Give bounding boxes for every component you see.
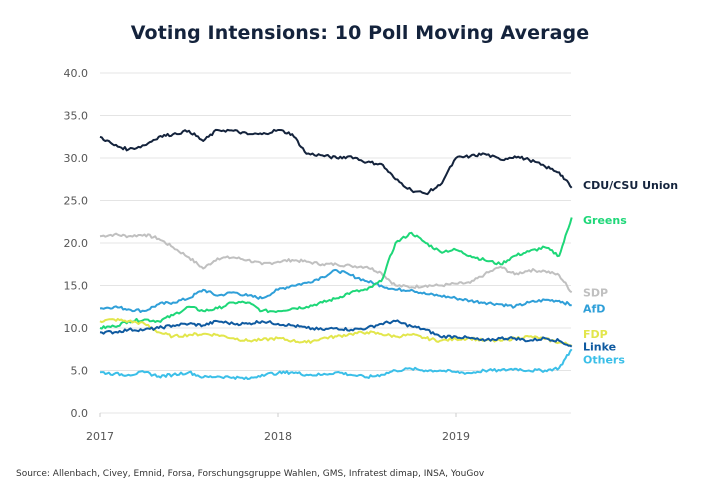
y-tick-label: 40.0 — [64, 67, 89, 80]
y-tick-label: 15.0 — [64, 280, 89, 293]
y-tick-label: 35.0 — [64, 110, 89, 123]
x-tick-label: 2019 — [442, 430, 470, 443]
series-label-fdp: FDP — [583, 328, 608, 341]
y-tick-label: 20.0 — [64, 237, 89, 250]
series-label-afd: AfD — [583, 302, 605, 315]
x-tick-label: 2017 — [86, 430, 114, 443]
y-tick-label: 25.0 — [64, 195, 89, 208]
y-axis: 0.0 5.0 10.0 15.0 20.0 25.0 30.0 35.0 40.0 — [64, 67, 89, 420]
x-axis: 2017 2018 2019 — [86, 413, 470, 443]
series-line-fdp — [99, 317, 573, 347]
series-label-others: Others — [583, 353, 625, 366]
series-line-others — [99, 348, 573, 380]
y-tick-label: 10.0 — [64, 322, 89, 335]
gridlines — [100, 72, 571, 414]
series-lines — [99, 128, 573, 380]
y-tick-label: 0.0 — [71, 407, 89, 420]
series-line-linke — [99, 319, 573, 348]
y-tick-label: 5.0 — [71, 365, 89, 378]
series-label-linke: Linke — [583, 341, 616, 354]
series-label-sdp: SDP — [583, 286, 608, 299]
chart-title: Voting Intensions: 10 Poll Moving Averag… — [130, 22, 590, 44]
y-tick-label: 30.0 — [64, 152, 89, 165]
series-line-sdp — [99, 232, 573, 294]
series-label-greens: Greens — [583, 214, 627, 227]
series-line-afd — [99, 268, 572, 313]
series-line-cdu-csu-union — [99, 128, 573, 196]
source-note: Source: Allenbach, Civey, Emnid, Forsa, … — [16, 469, 485, 479]
series-line-greens — [99, 217, 573, 330]
x-tick-label: 2018 — [264, 430, 292, 443]
series-label-cdu-csu-union: CDU/CSU Union — [583, 179, 678, 192]
